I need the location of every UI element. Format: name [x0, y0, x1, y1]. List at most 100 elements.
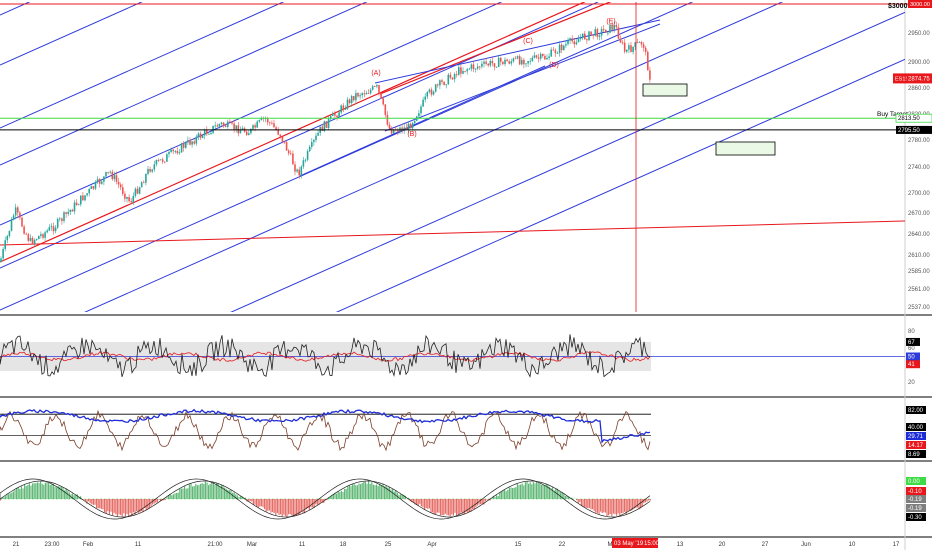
candle-body: [298, 170, 300, 176]
candle-body: [288, 151, 290, 154]
candle-body: [141, 182, 143, 187]
last-price-value: 2874.75: [908, 76, 930, 82]
candle-body: [538, 57, 540, 58]
macd-histogram-bar: [376, 484, 377, 499]
macd-value-tag-text: -0.19: [908, 497, 922, 503]
macd-histogram-bar: [133, 499, 134, 512]
candle-body: [204, 130, 206, 135]
candle-body: [464, 71, 466, 72]
macd-histogram-bar: [586, 499, 587, 508]
candle-body: [57, 219, 59, 228]
macd-histogram-bar: [469, 499, 470, 512]
macd-histogram-bar: [3, 497, 4, 499]
macd-histogram-bar: [250, 499, 251, 501]
macd-histogram-bar: [104, 499, 105, 512]
candle-body: [187, 140, 189, 142]
macd-histogram-bar: [578, 499, 579, 503]
candle-body: [221, 123, 223, 124]
macd-histogram-bar: [496, 495, 497, 499]
candle-body: [374, 86, 376, 87]
macd-histogram-bar: [362, 483, 363, 499]
candle-body: [309, 147, 311, 151]
macd-histogram-bar: [458, 499, 459, 514]
macd-histogram-bar: [272, 499, 273, 512]
macd-histogram-bar: [205, 482, 206, 499]
macd-histogram-bar: [427, 499, 428, 509]
macd-histogram-bar: [122, 499, 123, 516]
macd-histogram-bar: [35, 483, 36, 499]
macd-histogram-bar: [134, 499, 135, 515]
candle-body: [353, 96, 355, 100]
candle-body: [137, 189, 139, 194]
candle-body: [40, 234, 42, 236]
x-tick-label: 18: [340, 542, 347, 548]
macd-histogram-bar: [605, 499, 606, 513]
macd-histogram-bar: [498, 496, 499, 499]
macd-histogram-bar: [238, 497, 239, 499]
candle-body: [86, 193, 88, 195]
macd-histogram-bar: [621, 499, 622, 513]
candle-body: [626, 50, 628, 52]
macd-histogram-bar: [512, 488, 513, 499]
macd-histogram-bar: [597, 499, 598, 513]
candle-body: [156, 160, 158, 164]
macd-histogram-bar: [530, 482, 531, 499]
candle-body: [95, 182, 97, 189]
macd-histogram-bar: [123, 499, 124, 513]
macd-histogram-bar: [523, 485, 524, 499]
macd-histogram-bar: [38, 483, 39, 499]
candle-body: [219, 124, 221, 127]
macd-histogram-bar: [352, 485, 353, 499]
candle-body: [229, 122, 231, 123]
macd-histogram-bar: [30, 486, 31, 499]
candle-body: [466, 69, 468, 71]
candle-body: [351, 96, 353, 103]
channel-line-7: [0, 0, 905, 350]
candle-body: [179, 152, 181, 153]
candle-body: [175, 151, 177, 152]
macd-histogram-bar: [627, 499, 628, 511]
macd-histogram-bar: [53, 484, 54, 499]
candle-body: [25, 234, 27, 235]
candle-body: [124, 194, 126, 199]
candle-body: [126, 197, 128, 199]
candle-body: [439, 80, 441, 85]
rsi-tick-label: 60: [908, 346, 915, 352]
candle-body: [508, 61, 510, 63]
macd-histogram-bar: [221, 484, 222, 499]
macd-histogram-bar: [202, 483, 203, 499]
macd-histogram-bar: [475, 499, 476, 507]
macd-histogram-bar: [374, 485, 375, 499]
candle-body: [492, 61, 494, 63]
macd-histogram-bar: [528, 484, 529, 499]
macd-histogram-bar: [499, 493, 500, 499]
macd-histogram-bar: [595, 499, 596, 513]
macd-histogram-bar: [234, 493, 235, 499]
candle-body: [630, 45, 632, 52]
macd-histogram-bar: [195, 484, 196, 499]
candle-body: [59, 218, 61, 219]
macd-histogram-bar: [99, 499, 100, 508]
candle-body: [227, 122, 229, 127]
candle-body: [143, 182, 145, 183]
macd-histogram-bar: [509, 488, 510, 499]
x-tick-label: Jun: [801, 542, 811, 548]
candle-body: [616, 25, 618, 27]
macd-histogram-bar: [253, 499, 254, 505]
candle-body: [84, 195, 86, 200]
candle-body: [338, 112, 340, 117]
macd-histogram-bar: [290, 499, 291, 514]
channel-line-1: [0, 0, 905, 65]
candle-body: [368, 93, 370, 94]
macd-histogram-bar: [531, 484, 532, 499]
x-tick-label: Apr: [427, 542, 436, 548]
price-tick-label: 2860.00: [908, 86, 930, 92]
macd-histogram-bar: [211, 482, 212, 499]
macd-histogram-bar: [10, 493, 11, 499]
candle-body: [378, 85, 380, 93]
macd-histogram-bar: [389, 487, 390, 499]
candle-body: [286, 142, 288, 151]
candle-body: [414, 121, 416, 123]
stoch-value-tag-text: 14.17: [908, 443, 924, 449]
